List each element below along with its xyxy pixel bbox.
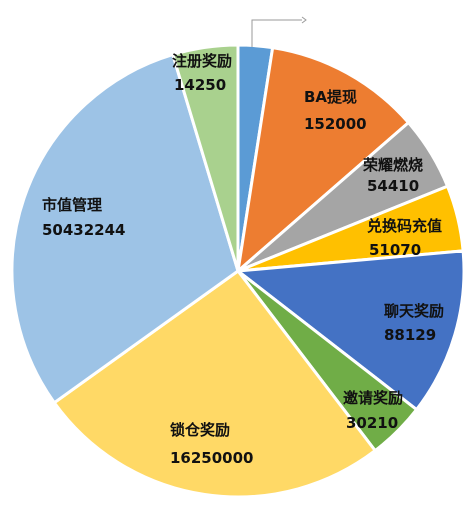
slice-value-3: 54410 xyxy=(367,177,419,195)
slice-label-3: 荣耀燃烧 xyxy=(362,156,423,174)
slice-label-8: 市值管理 xyxy=(42,196,102,214)
pie-labels: BA提现 152000 荣耀燃烧 54410 兑换码充值 51070 聊天奖励 88129 邀请… xyxy=(42,52,444,467)
pie-slice-7 xyxy=(52,269,377,499)
pie-slice-5 xyxy=(236,249,466,412)
slice-label-9: 注册奖励 xyxy=(172,52,232,70)
pie-slices xyxy=(10,43,466,499)
slice-label-5: 聊天奖励 xyxy=(384,302,444,320)
slice-value-9: 14250 xyxy=(174,76,226,94)
slice-value-2: 152000 xyxy=(304,115,367,133)
slice-value-6: 30210 xyxy=(346,414,398,432)
slice-value-4: 51070 xyxy=(369,241,421,259)
slice-label-2: BA提现 xyxy=(304,88,357,106)
slice-label-7: 锁仓奖励 xyxy=(170,421,230,439)
slice-value-7: 16250000 xyxy=(170,449,254,467)
leader-arrow-icon xyxy=(301,16,307,24)
pie-slice-9 xyxy=(171,43,240,273)
leader-line xyxy=(251,19,302,47)
slice-value-5: 88129 xyxy=(384,326,436,344)
slice-label-6: 邀请奖励 xyxy=(343,389,403,407)
slice-value-8: 50432244 xyxy=(42,221,126,239)
slice-label-4: 兑换码充值 xyxy=(367,217,442,235)
pie-slice-2 xyxy=(236,46,410,273)
pie-slice-8 xyxy=(10,53,240,405)
